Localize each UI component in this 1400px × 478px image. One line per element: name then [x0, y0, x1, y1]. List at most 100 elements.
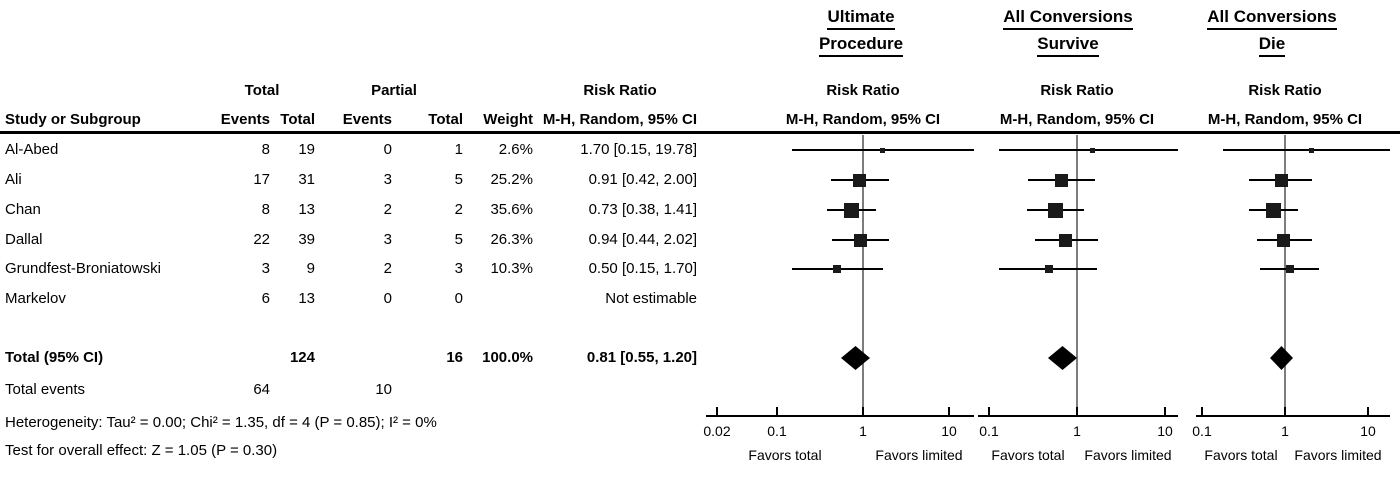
table-cell-pe: 3	[383, 231, 392, 248]
plot1-point-estimate-square	[833, 265, 841, 273]
plot3-tick	[1284, 407, 1286, 415]
table-cell-pt: 5	[454, 231, 463, 248]
plot2-tick	[1076, 407, 1078, 415]
plot1-point-estimate-square	[844, 203, 859, 218]
plot3-total-diamond	[1270, 346, 1293, 370]
table-cell-rr: 1.70 [0.15, 19.78]	[580, 141, 697, 158]
plot2-tick	[1164, 407, 1166, 415]
table-cell-tt: 13	[298, 201, 315, 218]
table-cell-te: 3	[261, 260, 270, 277]
plot2-tick	[988, 407, 990, 415]
plot2-tick-label: 0.1	[979, 423, 999, 439]
plot1-x-axis	[706, 415, 974, 417]
plot1-favors-right-label: Favors limited	[875, 447, 963, 463]
plot2-risk-ratio-header: Risk Ratio	[1040, 82, 1114, 99]
plot3-tick-label: 0.1	[1192, 423, 1212, 439]
table-cell-study: Chan	[5, 201, 41, 218]
table-cell-te: 8	[261, 141, 270, 158]
plot3-no-effect-line	[1284, 135, 1286, 416]
plot2-total-diamond	[1048, 346, 1077, 370]
plot2-tick-label: 10	[1157, 423, 1173, 439]
column-header-partial-total: Total	[428, 111, 463, 128]
plot1-tick-label: 0.02	[703, 423, 731, 439]
plot3-title-line1: All Conversions	[1162, 6, 1382, 30]
plot2-point-estimate-square	[1045, 265, 1053, 273]
table-cell-pt: 1	[454, 141, 463, 158]
plot1-tick-label: 1	[859, 423, 867, 439]
total-row-total: 124	[289, 349, 315, 366]
plot3-ci-line	[1223, 149, 1390, 151]
table-cell-tt: 9	[306, 260, 315, 277]
plot2-title-line1: All Conversions	[958, 6, 1178, 30]
plot3-risk-ratio-header: Risk Ratio	[1248, 82, 1322, 99]
plot3-point-estimate-square	[1266, 203, 1281, 218]
group-header-total: Total	[244, 82, 280, 99]
plot1-no-effect-line	[862, 135, 864, 416]
column-header-total-events: Events	[220, 111, 270, 128]
total-row-weight: 100.0%	[482, 349, 533, 366]
plot2-point-estimate-square	[1090, 148, 1095, 153]
table-cell-pe: 2	[383, 260, 392, 277]
column-header-total-total: Total	[280, 111, 315, 128]
column-header-study: Study or Subgroup	[5, 111, 141, 128]
table-risk-ratio-header: Risk Ratio	[583, 82, 657, 99]
table-cell-pt: 2	[454, 201, 463, 218]
table-cell-weight: 2.6%	[498, 141, 533, 158]
table-cell-te: 22	[253, 231, 270, 248]
table-cell-rr: 0.91 [0.42, 2.00]	[588, 171, 697, 188]
plot1-title-line2: Procedure	[751, 33, 971, 57]
total-row-label: Total (95% CI)	[5, 349, 104, 366]
table-mh-ci-header: M-H, Random, 95% CI	[542, 111, 697, 128]
plot1-title-line1: Ultimate	[751, 6, 971, 30]
plot1-point-estimate-square	[854, 234, 867, 247]
table-cell-te: 8	[261, 201, 270, 218]
plot1-tick	[716, 407, 718, 415]
total-events-label: Total events	[5, 381, 86, 398]
column-header-partial-events: Events	[342, 111, 392, 128]
plot2-tick-label: 1	[1073, 423, 1081, 439]
table-cell-pe: 3	[383, 171, 392, 188]
table-cell-weight: 25.2%	[490, 171, 533, 188]
plot3-tick	[1201, 407, 1203, 415]
plot3-x-axis	[1196, 415, 1390, 417]
table-cell-te: 17	[253, 171, 270, 188]
plot3-tick-label: 1	[1281, 423, 1289, 439]
plot3-point-estimate-square	[1277, 234, 1290, 247]
plot1-tick-label: 10	[941, 423, 957, 439]
plot1-tick-label: 0.1	[767, 423, 787, 439]
plot3-point-estimate-square	[1286, 265, 1294, 273]
plot2-x-axis	[978, 415, 1178, 417]
total-row-estimate: 0.81 [0.55, 1.20]	[586, 349, 697, 366]
plot2-favors-left-label: Favors total	[991, 447, 1065, 463]
plot3-tick-label: 10	[1360, 423, 1376, 439]
plot1-point-estimate-square	[880, 148, 885, 153]
plot3-favors-right-label: Favors limited	[1294, 447, 1382, 463]
plot3-mh-ci-header: M-H, Random, 95% CI	[1207, 111, 1363, 128]
plot1-tick	[948, 407, 950, 415]
plot2-point-estimate-square	[1048, 203, 1063, 218]
plot2-mh-ci-header: M-H, Random, 95% CI	[999, 111, 1155, 128]
plot2-no-effect-line	[1076, 135, 1078, 416]
table-cell-study: Ali	[5, 171, 22, 188]
header-rule	[0, 131, 1400, 134]
plot3-point-estimate-square	[1275, 174, 1288, 187]
total-row-partial-total: 16	[446, 349, 463, 366]
column-header-weight: Weight	[483, 111, 533, 128]
plot3-favors-left-label: Favors total	[1204, 447, 1278, 463]
table-cell-tt: 39	[298, 231, 315, 248]
table-cell-tt: 19	[298, 141, 315, 158]
table-cell-pe: 0	[383, 141, 392, 158]
table-cell-pt: 3	[454, 260, 463, 277]
table-cell-weight: 10.3%	[490, 260, 533, 277]
plot1-mh-ci-header: M-H, Random, 95% CI	[785, 111, 941, 128]
table-cell-study: Grundfest-Broniatowski	[5, 260, 161, 277]
plot2-title-line2: Survive	[958, 33, 1178, 57]
table-cell-weight: 35.6%	[490, 201, 533, 218]
overall-effect-stats: Test for overall effect: Z = 1.05 (P = 0…	[5, 442, 278, 459]
table-cell-study: Markelov	[5, 290, 66, 307]
table-cell-pt: 0	[454, 290, 463, 307]
total-events-partial: 10	[375, 381, 392, 398]
table-cell-rr: 0.94 [0.44, 2.02]	[588, 231, 697, 248]
table-cell-study: Dallal	[5, 231, 43, 248]
